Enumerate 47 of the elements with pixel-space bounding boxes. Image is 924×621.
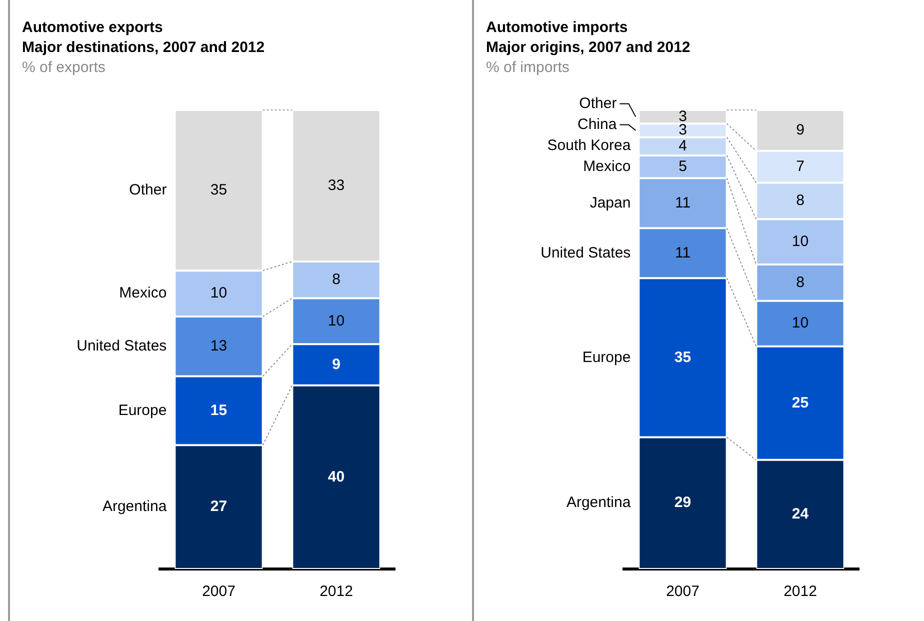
data-label: 35 [210, 181, 228, 198]
data-label: 8 [332, 270, 340, 288]
x-tick-label: 2007 [202, 583, 236, 600]
series-label: Mexico [119, 284, 167, 302]
y-axis-title: % of imports [486, 59, 570, 76]
data-label: 40 [328, 468, 345, 486]
data-label: 9 [332, 356, 340, 373]
series-label: Argentina [566, 494, 632, 512]
data-label: 24 [792, 506, 810, 523]
series-label: Europe [118, 402, 167, 419]
data-label: 8 [796, 274, 804, 291]
series-label: Japan [590, 194, 631, 212]
x-tick-label: 2007 [666, 583, 700, 600]
x-tick-label: 2012 [784, 583, 817, 600]
series-label: United States [76, 338, 167, 355]
data-label: 29 [674, 494, 692, 512]
data-label: 9 [796, 122, 804, 139]
data-label: 13 [210, 338, 228, 355]
series-label: Other [579, 94, 617, 112]
chart-subtitle: Major origins, 2007 and 2012 [486, 39, 690, 56]
data-label: 11 [674, 244, 691, 262]
series-label: Mexico [583, 158, 631, 175]
data-label: 35 [674, 348, 692, 366]
data-label: 10 [210, 284, 228, 302]
data-label: 27 [210, 498, 228, 516]
data-label: 4 [678, 137, 687, 154]
data-label: 11 [674, 194, 691, 212]
data-label: 10 [328, 312, 345, 330]
series-label: Europe [582, 348, 631, 366]
x-tick-label: 2012 [320, 583, 353, 600]
chart-title: Automotive imports [486, 19, 628, 36]
data-label: 10 [792, 314, 809, 332]
chart-title: Automotive exports [22, 19, 163, 36]
y-axis-title: % of exports [22, 59, 106, 76]
data-label: 33 [328, 176, 345, 194]
data-label: 25 [792, 394, 809, 412]
series-label: South Korea [547, 136, 632, 154]
series-label: China [577, 116, 618, 133]
data-label: 7 [796, 158, 804, 175]
chart-subtitle: Major destinations, 2007 and 2012 [22, 39, 265, 56]
data-label: 8 [796, 192, 804, 210]
series-label: Argentina [102, 498, 168, 516]
series-label: United States [540, 244, 631, 262]
data-label: 15 [210, 402, 228, 419]
data-label: 5 [678, 158, 687, 175]
data-label: 10 [792, 232, 809, 250]
series-label: Other [129, 181, 167, 198]
